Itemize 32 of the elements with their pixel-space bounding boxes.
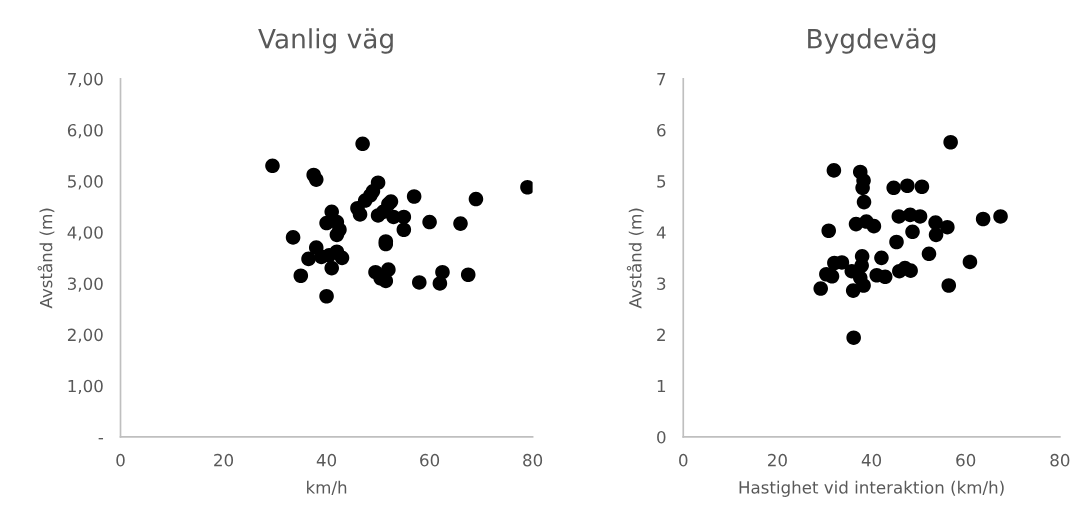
y-axis-title: Avstånd (m): [37, 208, 55, 309]
y-axis-title: Avstånd (m): [626, 208, 644, 309]
y-tick-label: 5: [657, 175, 666, 188]
y-tick-label: 2: [657, 328, 665, 341]
x-axis-title: Hastighet vid interaktion (km/h): [739, 480, 1004, 497]
y-tick-label: -: [98, 438, 104, 440]
y-tick-label: 1: [657, 379, 666, 393]
y-tick-label: 6: [657, 123, 666, 137]
y-tick-label: 1,00: [68, 379, 103, 395]
x-tick-label: 20: [768, 453, 787, 467]
x-tick-label: 60: [420, 453, 440, 467]
x-tick-label: 80: [1050, 453, 1070, 467]
y-tick-label: 0: [657, 430, 666, 444]
x-tick-label: 80: [523, 453, 543, 467]
x-tick-label: 40: [861, 453, 882, 467]
chart-title: Bygdeväg: [808, 28, 936, 54]
x-tick-label: 0: [116, 453, 125, 467]
y-tick-label: 4,00: [67, 226, 103, 241]
y-tick-label: 3: [657, 277, 666, 291]
x-axis-title: km/h: [307, 480, 347, 496]
y-tick-label: 7: [657, 73, 666, 86]
x-tick-label: 0: [679, 453, 688, 467]
y-tick-label: 4: [656, 226, 666, 239]
chart-title: Vanlig väg: [258, 28, 393, 54]
y-tick-label: 7,00: [68, 72, 103, 88]
y-tick-label: 2,00: [67, 328, 103, 343]
x-tick-label: 20: [214, 453, 234, 467]
x-tick-label: 40: [316, 453, 337, 467]
x-tick-label: 60: [956, 453, 976, 467]
y-tick-label: 6,00: [67, 123, 103, 139]
y-tick-label: 5,00: [68, 175, 103, 190]
y-tick-label: 3,00: [68, 277, 103, 292]
